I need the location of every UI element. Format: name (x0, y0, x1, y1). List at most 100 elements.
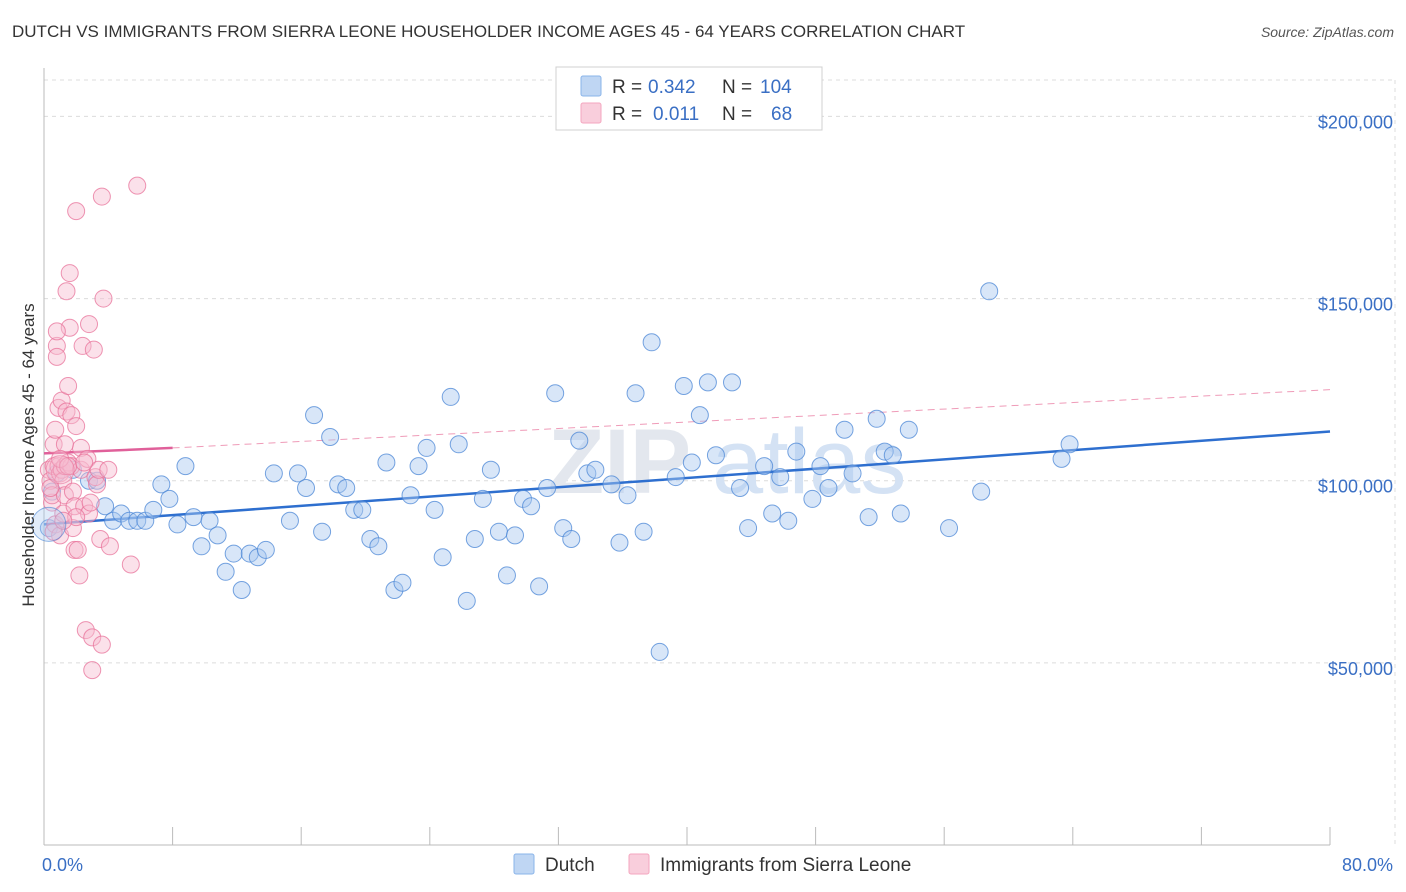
legend-dutch-label: Dutch (545, 855, 595, 876)
sierra-leone-n-label: N = (722, 104, 752, 125)
sierra-leone-point (83, 628, 102, 647)
dutch-point-cluster (31, 506, 67, 542)
sierra-leone-trend-extension (172, 389, 1331, 449)
dutch-point (626, 384, 645, 403)
dutch-point (787, 442, 806, 461)
dutch-point (441, 387, 460, 406)
sierra-leone-point (63, 482, 82, 501)
sierra-leone-point (89, 460, 108, 479)
sierra-leone-point (47, 347, 66, 366)
sierra-leone-point (59, 377, 78, 395)
sierra-leone-n-value: 68 (771, 104, 792, 125)
dutch-point (280, 511, 299, 530)
dutch-point (505, 526, 524, 545)
dutch-point (192, 537, 211, 556)
dutch-point (779, 511, 798, 530)
dutch-point (618, 486, 637, 505)
dutch-point (208, 526, 227, 545)
dutch-point (1060, 435, 1079, 454)
dutch-point (481, 460, 500, 479)
dutch-point (457, 591, 476, 610)
sierra-leone-point (62, 406, 81, 425)
sierra-leone-point-cluster (45, 455, 75, 485)
sierra-leone-point (67, 417, 86, 436)
dutch-point (377, 453, 396, 472)
sierra-leone-point (73, 336, 92, 355)
dutch-point (867, 409, 886, 428)
dutch-n-label: N = (722, 77, 752, 98)
dutch-point (449, 435, 468, 454)
dutch-point (642, 333, 661, 352)
y-axis-title: Householder Income Ages 45 - 64 years (19, 303, 38, 606)
dutch-point (369, 537, 388, 556)
sierra-leone-point (92, 187, 111, 206)
dutch-point (739, 519, 758, 538)
sierra-leone-point (47, 336, 66, 355)
dutch-swatch (580, 75, 602, 97)
dutch-point (176, 457, 195, 476)
chart-title: DUTCH VS IMMIGRANTS FROM SIERRA LEONE HO… (12, 22, 966, 41)
legend-sierra-leone-label: Immigrants from Sierra Leone (660, 855, 911, 876)
dutch-point (152, 475, 171, 494)
dutch-point (433, 548, 452, 567)
sierra-leone-point (49, 457, 68, 476)
sierra-leone-point (57, 402, 76, 421)
dutch-point (417, 438, 436, 457)
sierra-leone-point (57, 282, 76, 301)
dutch-point (305, 406, 324, 425)
dutch-n-value: 104 (760, 77, 792, 98)
dutch-point (522, 497, 541, 516)
dutch-point (562, 530, 581, 548)
dutch-point (980, 282, 999, 301)
dutch-point (401, 486, 420, 505)
dutch-point (321, 428, 340, 446)
x-tick-label-max: 80.0% (1342, 855, 1393, 875)
dutch-point (256, 540, 275, 559)
sierra-leone-point (121, 555, 140, 574)
dutch-point (409, 457, 428, 476)
watermark: ZIP atlas (548, 411, 906, 513)
dutch-point (1052, 449, 1071, 468)
dutch-point (859, 508, 878, 527)
sierra-leone-point (84, 340, 103, 359)
y-tick-label: $50,000 (1328, 659, 1393, 679)
dutch-point (546, 384, 565, 403)
dutch-point (972, 482, 991, 501)
dutch-point (160, 489, 179, 508)
dutch-point (168, 515, 187, 534)
dutch-point (184, 508, 203, 527)
dutch-point (313, 522, 332, 541)
sierra-leone-point (67, 202, 86, 221)
dutch-point (530, 577, 549, 596)
sierra-leone-point (46, 420, 65, 439)
sierra-leone-point (94, 289, 113, 308)
dutch-point (819, 479, 838, 497)
sierra-leone-point (83, 661, 102, 680)
sierra-leone-points (39, 176, 147, 680)
dutch-point (674, 377, 693, 395)
dutch-r-label: R = (612, 77, 642, 98)
sierra-leone-point (100, 537, 119, 556)
dutch-point (473, 489, 492, 508)
series-legend: Dutch Immigrants from Sierra Leone (513, 853, 911, 876)
dutch-point (288, 464, 307, 483)
dutch-point (297, 479, 316, 497)
x-tick-label-min: 0.0% (42, 855, 83, 875)
dutch-point (264, 464, 283, 483)
dutch-point (200, 511, 219, 530)
sierra-leone-point (54, 511, 73, 530)
dutch-point (803, 489, 822, 508)
sierra-leone-point (81, 493, 100, 512)
dutch-point (570, 431, 589, 450)
dutch-r-value: 0.342 (648, 77, 696, 98)
dutch-point (650, 642, 669, 661)
dutch-point (497, 566, 516, 585)
legend-sierra-leone-swatch (628, 853, 650, 875)
sierra-leone-point (41, 471, 60, 490)
data-points (31, 176, 1079, 680)
dutch-point (96, 497, 115, 516)
dutch-point (811, 457, 830, 476)
dutch-point (731, 479, 750, 497)
dutch-point (465, 530, 484, 548)
